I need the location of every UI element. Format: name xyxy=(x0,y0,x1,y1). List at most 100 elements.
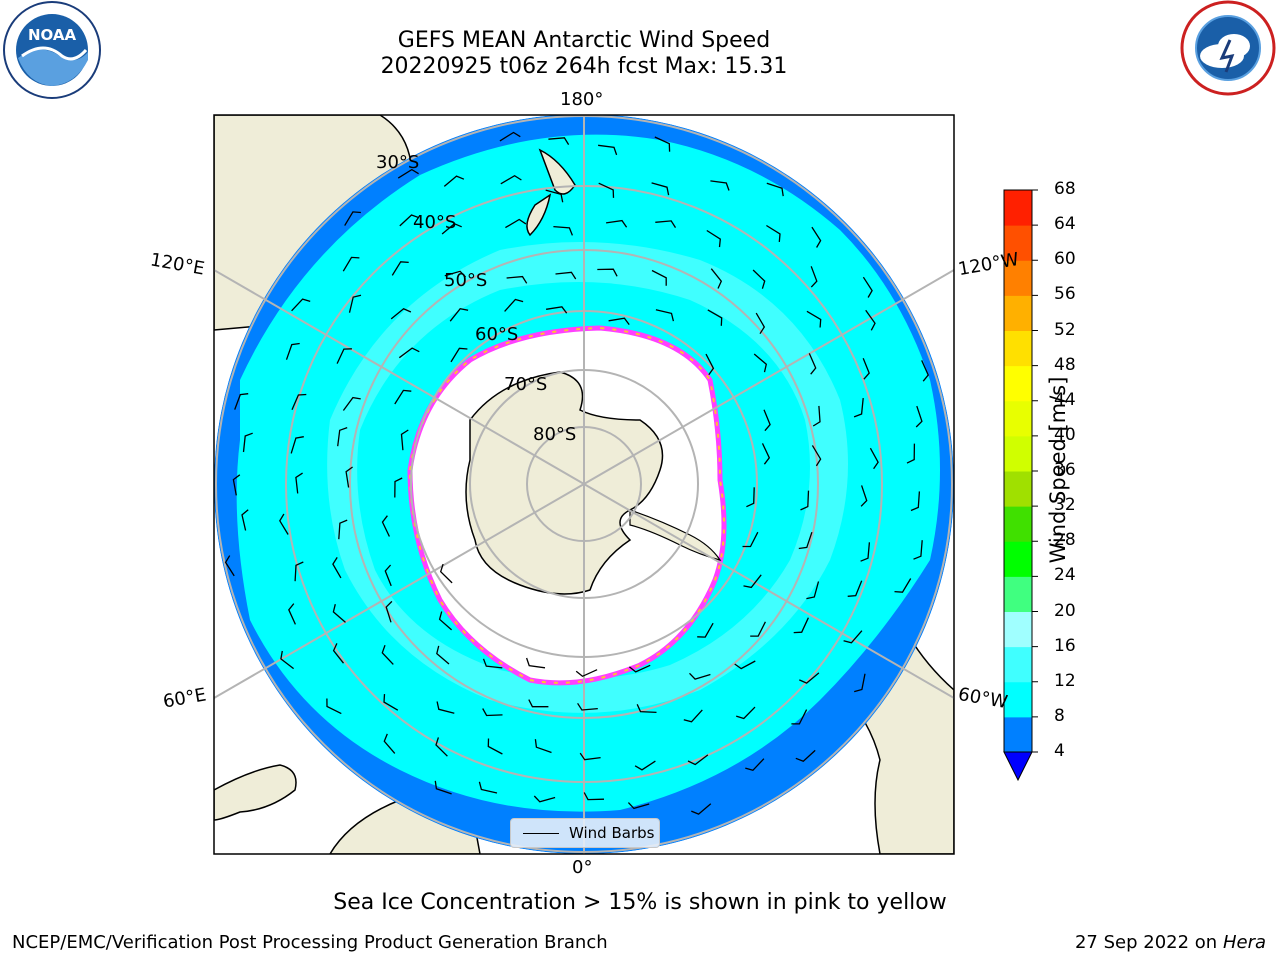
colorbar-segment xyxy=(1004,541,1032,577)
wind-barb xyxy=(655,220,677,228)
graticule xyxy=(214,115,954,854)
wind-barb xyxy=(383,733,396,754)
wind-barb xyxy=(391,261,409,276)
wind-barb xyxy=(766,224,781,242)
wind-barb xyxy=(854,673,866,693)
wind-barb xyxy=(583,792,605,801)
wind-barb xyxy=(869,447,879,470)
wind-barb xyxy=(504,298,524,312)
colorbar-tick-label: 60 xyxy=(1054,249,1076,270)
wind-barb xyxy=(342,396,361,411)
wind-barb xyxy=(763,409,771,432)
wind-barb xyxy=(706,229,721,248)
colorbar-tick-label: 56 xyxy=(1054,284,1076,305)
colorbar xyxy=(1003,189,1038,782)
colorbar-segment xyxy=(1004,646,1032,683)
map-frame xyxy=(213,114,955,855)
wind-barb xyxy=(506,275,528,284)
wind-barb xyxy=(224,555,235,577)
wind-barb xyxy=(385,600,393,623)
colorbar-tick-label: 36 xyxy=(1054,460,1076,480)
wind-barb xyxy=(291,298,311,312)
wind-barb xyxy=(750,621,766,637)
wind-barb xyxy=(799,672,820,684)
colorbar-tick-label: 12 xyxy=(1054,670,1076,691)
wind-barb xyxy=(579,752,601,761)
wind-barb xyxy=(439,563,453,584)
colorbar-segment xyxy=(1004,506,1032,542)
wind-barb xyxy=(500,174,522,185)
chart-subtitle: 20220925 t06z 264h fcst Max: 15.31 xyxy=(380,54,788,79)
wind-barb xyxy=(390,308,412,320)
wind-barb-legend-line xyxy=(523,832,559,834)
map-legend: Wind Barbs xyxy=(510,818,660,848)
wind-barb xyxy=(444,270,467,278)
wind-barb xyxy=(913,540,923,560)
colorbar-tick-label: 48 xyxy=(1054,354,1076,375)
colorbar-segment xyxy=(1004,365,1032,402)
colorbar-tick-label: 8 xyxy=(1054,705,1065,726)
wind-barb xyxy=(791,709,808,725)
wind-barb xyxy=(915,405,923,428)
lon-label-0: 0° xyxy=(572,857,593,878)
colorbar-tick-label: 44 xyxy=(1054,389,1076,410)
colorbar-segment xyxy=(1004,435,1032,472)
wind-barb xyxy=(381,644,394,665)
wind-barb xyxy=(812,405,821,427)
wind-barb xyxy=(906,443,916,464)
wind-barb xyxy=(534,739,552,754)
wind-barb xyxy=(921,360,929,382)
wind-barb xyxy=(399,214,420,227)
wind-barb xyxy=(862,358,870,380)
wind-barb xyxy=(242,432,253,453)
wind-barb xyxy=(332,643,345,664)
colorbar-extend-arrow xyxy=(1003,751,1033,782)
wind-barb xyxy=(798,531,813,550)
wind-barb xyxy=(865,309,876,331)
wind-barb xyxy=(441,222,462,235)
wind-barb xyxy=(651,182,670,196)
wind-barb xyxy=(634,760,656,771)
wind-barb xyxy=(683,709,703,723)
colorbar-segment xyxy=(1004,716,1032,753)
wind-barbs xyxy=(224,131,929,815)
wind-barb xyxy=(808,353,817,375)
lat-label-80s: 80°S xyxy=(533,424,577,445)
wind-barb xyxy=(344,211,361,226)
wind-barb xyxy=(853,398,864,418)
wind-barb xyxy=(743,574,762,589)
wind-barb xyxy=(443,175,465,187)
colorbar-tick-label: 68 xyxy=(1054,179,1076,199)
wind-barb xyxy=(577,702,598,711)
colorbar-segment xyxy=(1004,681,1032,718)
wind-barb xyxy=(482,658,503,669)
wind-barb xyxy=(449,307,469,322)
wind-barb xyxy=(381,515,390,537)
wind-barb xyxy=(806,581,820,600)
wind-barb xyxy=(398,347,420,359)
lat-label-70s: 70°S xyxy=(504,374,548,395)
wind-barb xyxy=(655,309,675,322)
noaa-logo-text: NOAA xyxy=(28,26,77,44)
lat-label-50s: 50°S xyxy=(444,270,488,291)
wind-barb xyxy=(438,611,453,631)
wind-barb xyxy=(745,758,765,772)
wind-barb xyxy=(628,664,651,673)
wind-barb xyxy=(528,699,549,708)
wind-barb xyxy=(860,485,868,507)
wind-barb xyxy=(288,603,296,625)
wind-barb xyxy=(697,622,714,638)
wind-barb xyxy=(742,531,759,548)
wind-barb xyxy=(636,704,657,714)
colorbar-tick-label: 52 xyxy=(1054,319,1076,340)
lat-label-40s: 40°S xyxy=(413,212,457,233)
wind-barb xyxy=(336,348,352,364)
wind-barb xyxy=(234,393,249,410)
wind-barb xyxy=(400,429,409,451)
wind-barb xyxy=(487,738,503,755)
date-stamp: 27 Sep 2022 on Hera xyxy=(1075,932,1266,953)
wind-barb xyxy=(436,701,455,714)
wind-barb xyxy=(800,490,810,511)
wind-barb xyxy=(752,269,766,289)
wind-barb xyxy=(241,509,249,531)
